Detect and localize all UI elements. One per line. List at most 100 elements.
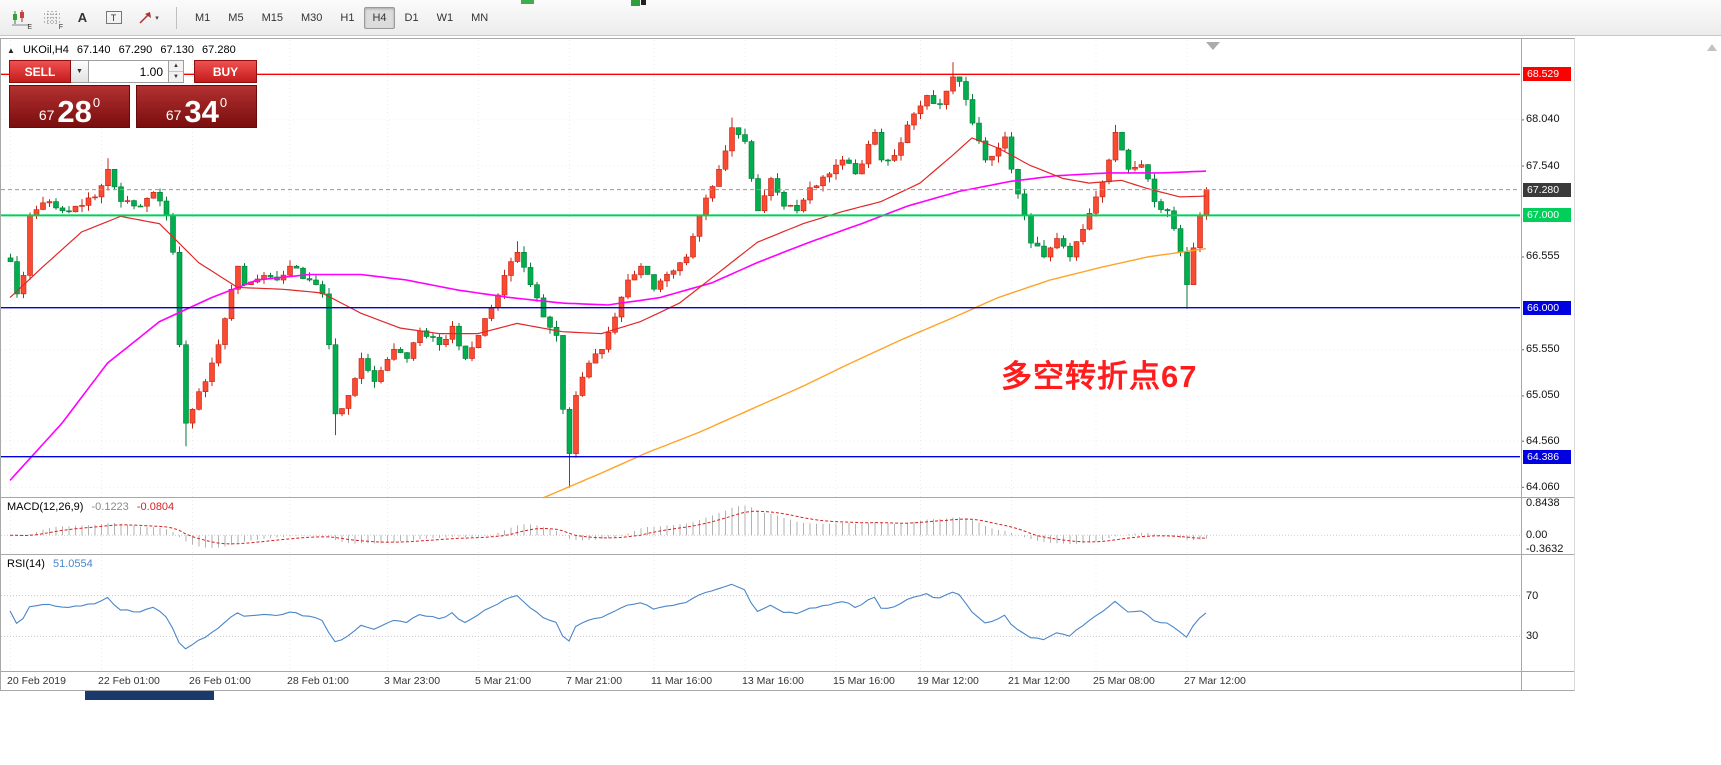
candle [742, 134, 748, 142]
panel-borders [0, 38, 1575, 691]
sell-price-display[interactable]: 67 28 0 [9, 85, 130, 128]
candle [306, 278, 313, 281]
candle [644, 265, 651, 275]
candle [514, 252, 521, 262]
sell-price-pips: 28 [57, 93, 92, 129]
candle [1132, 167, 1138, 170]
candle [40, 202, 46, 210]
timeframe-m15[interactable]: M15 [254, 7, 291, 29]
screen-artifact [641, 0, 646, 5]
candle [592, 353, 599, 364]
ma-slow-orange [542, 248, 1207, 499]
candle [813, 185, 820, 189]
timeframe-m1[interactable]: M1 [187, 7, 218, 29]
sell-price-int: 67 [38, 107, 55, 123]
candle [885, 159, 891, 162]
candle [521, 252, 527, 268]
candle [664, 273, 670, 282]
candle [586, 362, 592, 378]
candle [651, 274, 657, 290]
candle [332, 344, 339, 415]
candle [228, 288, 235, 319]
macd-signal-line [9, 510, 1207, 545]
candle [66, 210, 72, 213]
candle [1138, 164, 1145, 168]
candle [1190, 247, 1197, 286]
draw-arrow-button[interactable]: ▾ [131, 5, 165, 31]
candle [755, 178, 761, 212]
candle [534, 284, 540, 299]
candle [378, 370, 384, 382]
candle [573, 395, 579, 454]
candle [761, 195, 768, 212]
timeframe-m5[interactable]: M5 [220, 7, 251, 29]
text-box-button[interactable]: T [100, 5, 127, 31]
candle [703, 197, 709, 216]
candle [1093, 196, 1099, 214]
candle [209, 362, 215, 382]
candle [430, 336, 436, 338]
timeframe-h4[interactable]: H4 [364, 6, 395, 29]
candle [7, 257, 14, 262]
chevron-down-icon: ▾ [155, 14, 159, 22]
candle [397, 348, 404, 353]
candle [1086, 213, 1093, 230]
candle [1002, 136, 1008, 149]
volume-increase-button[interactable]: ▲ [169, 61, 183, 72]
timeframe-d1[interactable]: D1 [397, 7, 427, 29]
chart-indicator-button[interactable]: E [7, 5, 34, 31]
candle [501, 275, 508, 296]
candle [1171, 210, 1177, 229]
candle [924, 95, 930, 107]
timeframe-h1[interactable]: H1 [332, 7, 362, 29]
grid-button[interactable]: F [38, 5, 65, 31]
candle [937, 103, 943, 105]
timeframe-w1[interactable]: W1 [429, 7, 462, 29]
timeframe-m30[interactable]: M30 [293, 7, 330, 29]
candle [1080, 229, 1086, 242]
chart-shift-marker [1206, 42, 1220, 50]
sell-button[interactable]: SELL [9, 60, 71, 83]
candle [859, 163, 865, 175]
buy-price-display[interactable]: 67 34 0 [136, 85, 257, 128]
collapse-chart-icon[interactable]: ▲ [7, 46, 15, 55]
candle [852, 163, 859, 175]
candle [670, 270, 677, 275]
buy-price-int: 67 [165, 107, 182, 123]
candle [911, 113, 917, 126]
candle [1008, 136, 1015, 170]
candle [904, 124, 911, 144]
candle [969, 99, 976, 124]
candle [189, 408, 196, 424]
volume-dropdown-button[interactable]: ▼ [71, 60, 89, 83]
macd-histogram [16, 505, 1207, 548]
candle [339, 408, 345, 415]
buy-button[interactable]: BUY [194, 60, 257, 83]
candle [456, 325, 462, 347]
candle [72, 205, 79, 213]
timeframe-mn[interactable]: MN [463, 7, 496, 29]
candle [1112, 132, 1119, 161]
candle [566, 408, 573, 454]
candle [625, 279, 631, 298]
text-label-icon: A [77, 10, 88, 25]
text-label-button[interactable]: A [69, 5, 96, 31]
sell-price-point: 0 [92, 95, 101, 110]
candle [956, 76, 963, 82]
candle [846, 159, 852, 164]
candle [735, 127, 742, 135]
ma-mid-magenta [9, 170, 1207, 481]
candle [1145, 164, 1151, 180]
candle [410, 342, 417, 359]
buy-price-pips: 34 [184, 93, 219, 129]
candle [46, 201, 53, 204]
candle [267, 275, 274, 278]
candle [872, 132, 878, 145]
candle [469, 347, 475, 359]
candle [1060, 238, 1067, 247]
volume-input[interactable] [89, 60, 169, 83]
candle [488, 307, 495, 319]
volume-decrease-button[interactable]: ▼ [173, 74, 179, 80]
candle [677, 262, 683, 272]
